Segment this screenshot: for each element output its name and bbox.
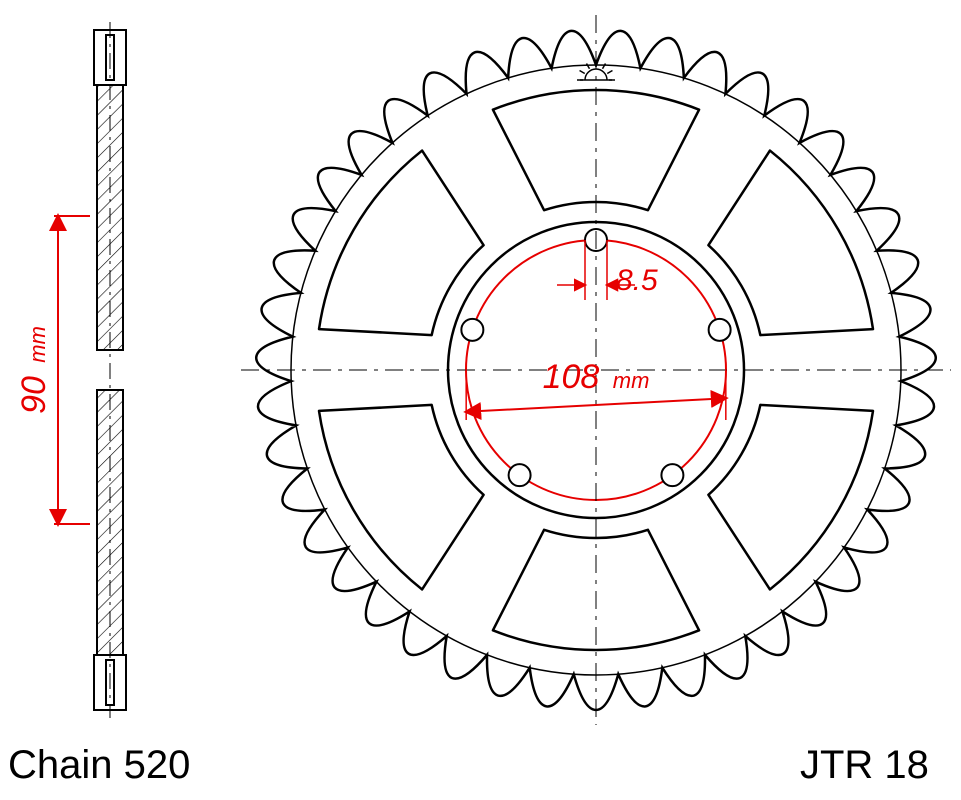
bolt-hole: [709, 319, 731, 341]
bolt-hole: [461, 319, 483, 341]
inner-diameter-value: 90 mm: [15, 326, 53, 414]
bolt-hole-diameter-value: 8.5: [616, 264, 658, 297]
chain-spec-label: Chain 520: [8, 743, 190, 787]
bolt-hole: [509, 464, 531, 486]
side-view: [94, 22, 126, 718]
diagram-canvas: Chain 520 JTR 18 90 mm 108 mm 8.5: [0, 0, 961, 800]
bolt-hole: [661, 464, 683, 486]
part-number-label: JTR 18: [800, 743, 929, 787]
